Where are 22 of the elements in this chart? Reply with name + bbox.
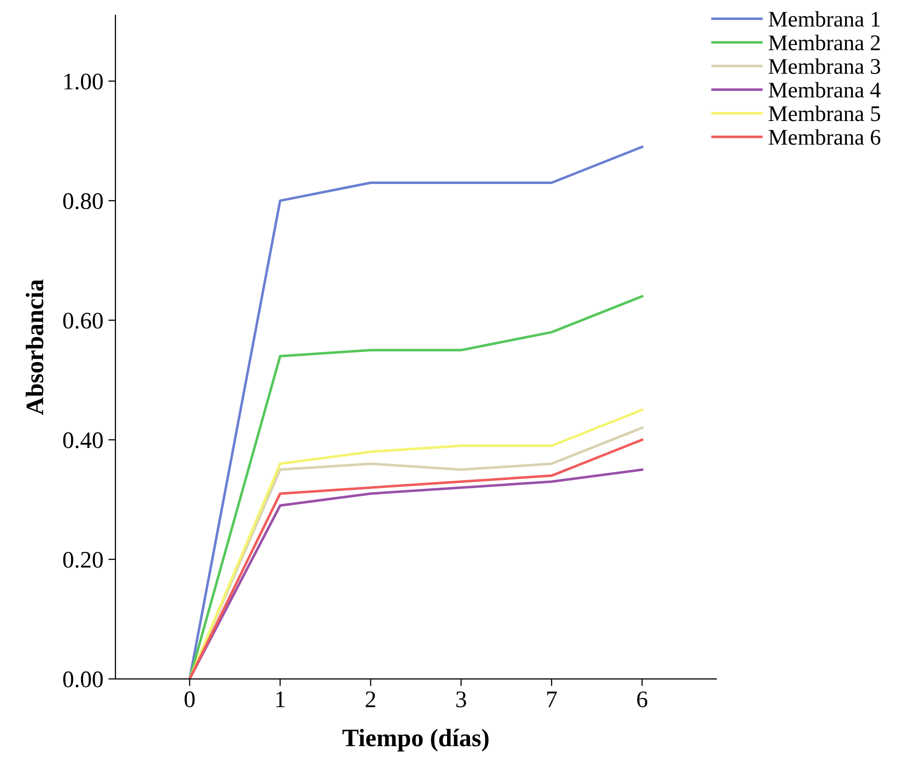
- x-tick-label: 3: [456, 691, 466, 708]
- y-tick-label: 0.80: [63, 193, 103, 210]
- legend-label: Membrana 3: [768, 58, 880, 74]
- legend-label: Membrana 6: [768, 129, 880, 145]
- line-series: [188, 295, 644, 679]
- y-tick-label: 1.00: [64, 74, 103, 90]
- x-tick-label: 1: [276, 692, 285, 708]
- legend-label: Membrana 5: [768, 106, 880, 122]
- legend-label: Membrana 4: [768, 82, 881, 98]
- y-tick-label: 0.00: [63, 671, 103, 688]
- line-series: [188, 146, 644, 679]
- x-axis-title: Tiempo (días): [342, 728, 489, 752]
- legend-label: Membrana 2: [768, 34, 880, 50]
- legend-label: Membrana 1: [768, 11, 880, 27]
- y-tick-label: 0.40: [63, 432, 103, 448]
- y-tick-label: 0.20: [63, 552, 103, 568]
- y-tick-label: 0.60: [63, 312, 103, 329]
- y-axis-title: Absorbancia: [26, 279, 44, 415]
- x-tick-label: 0: [184, 691, 195, 708]
- x-tick-label: 7: [547, 692, 557, 708]
- x-tick-label: 6: [637, 691, 648, 708]
- x-tick-label: 2: [366, 691, 376, 708]
